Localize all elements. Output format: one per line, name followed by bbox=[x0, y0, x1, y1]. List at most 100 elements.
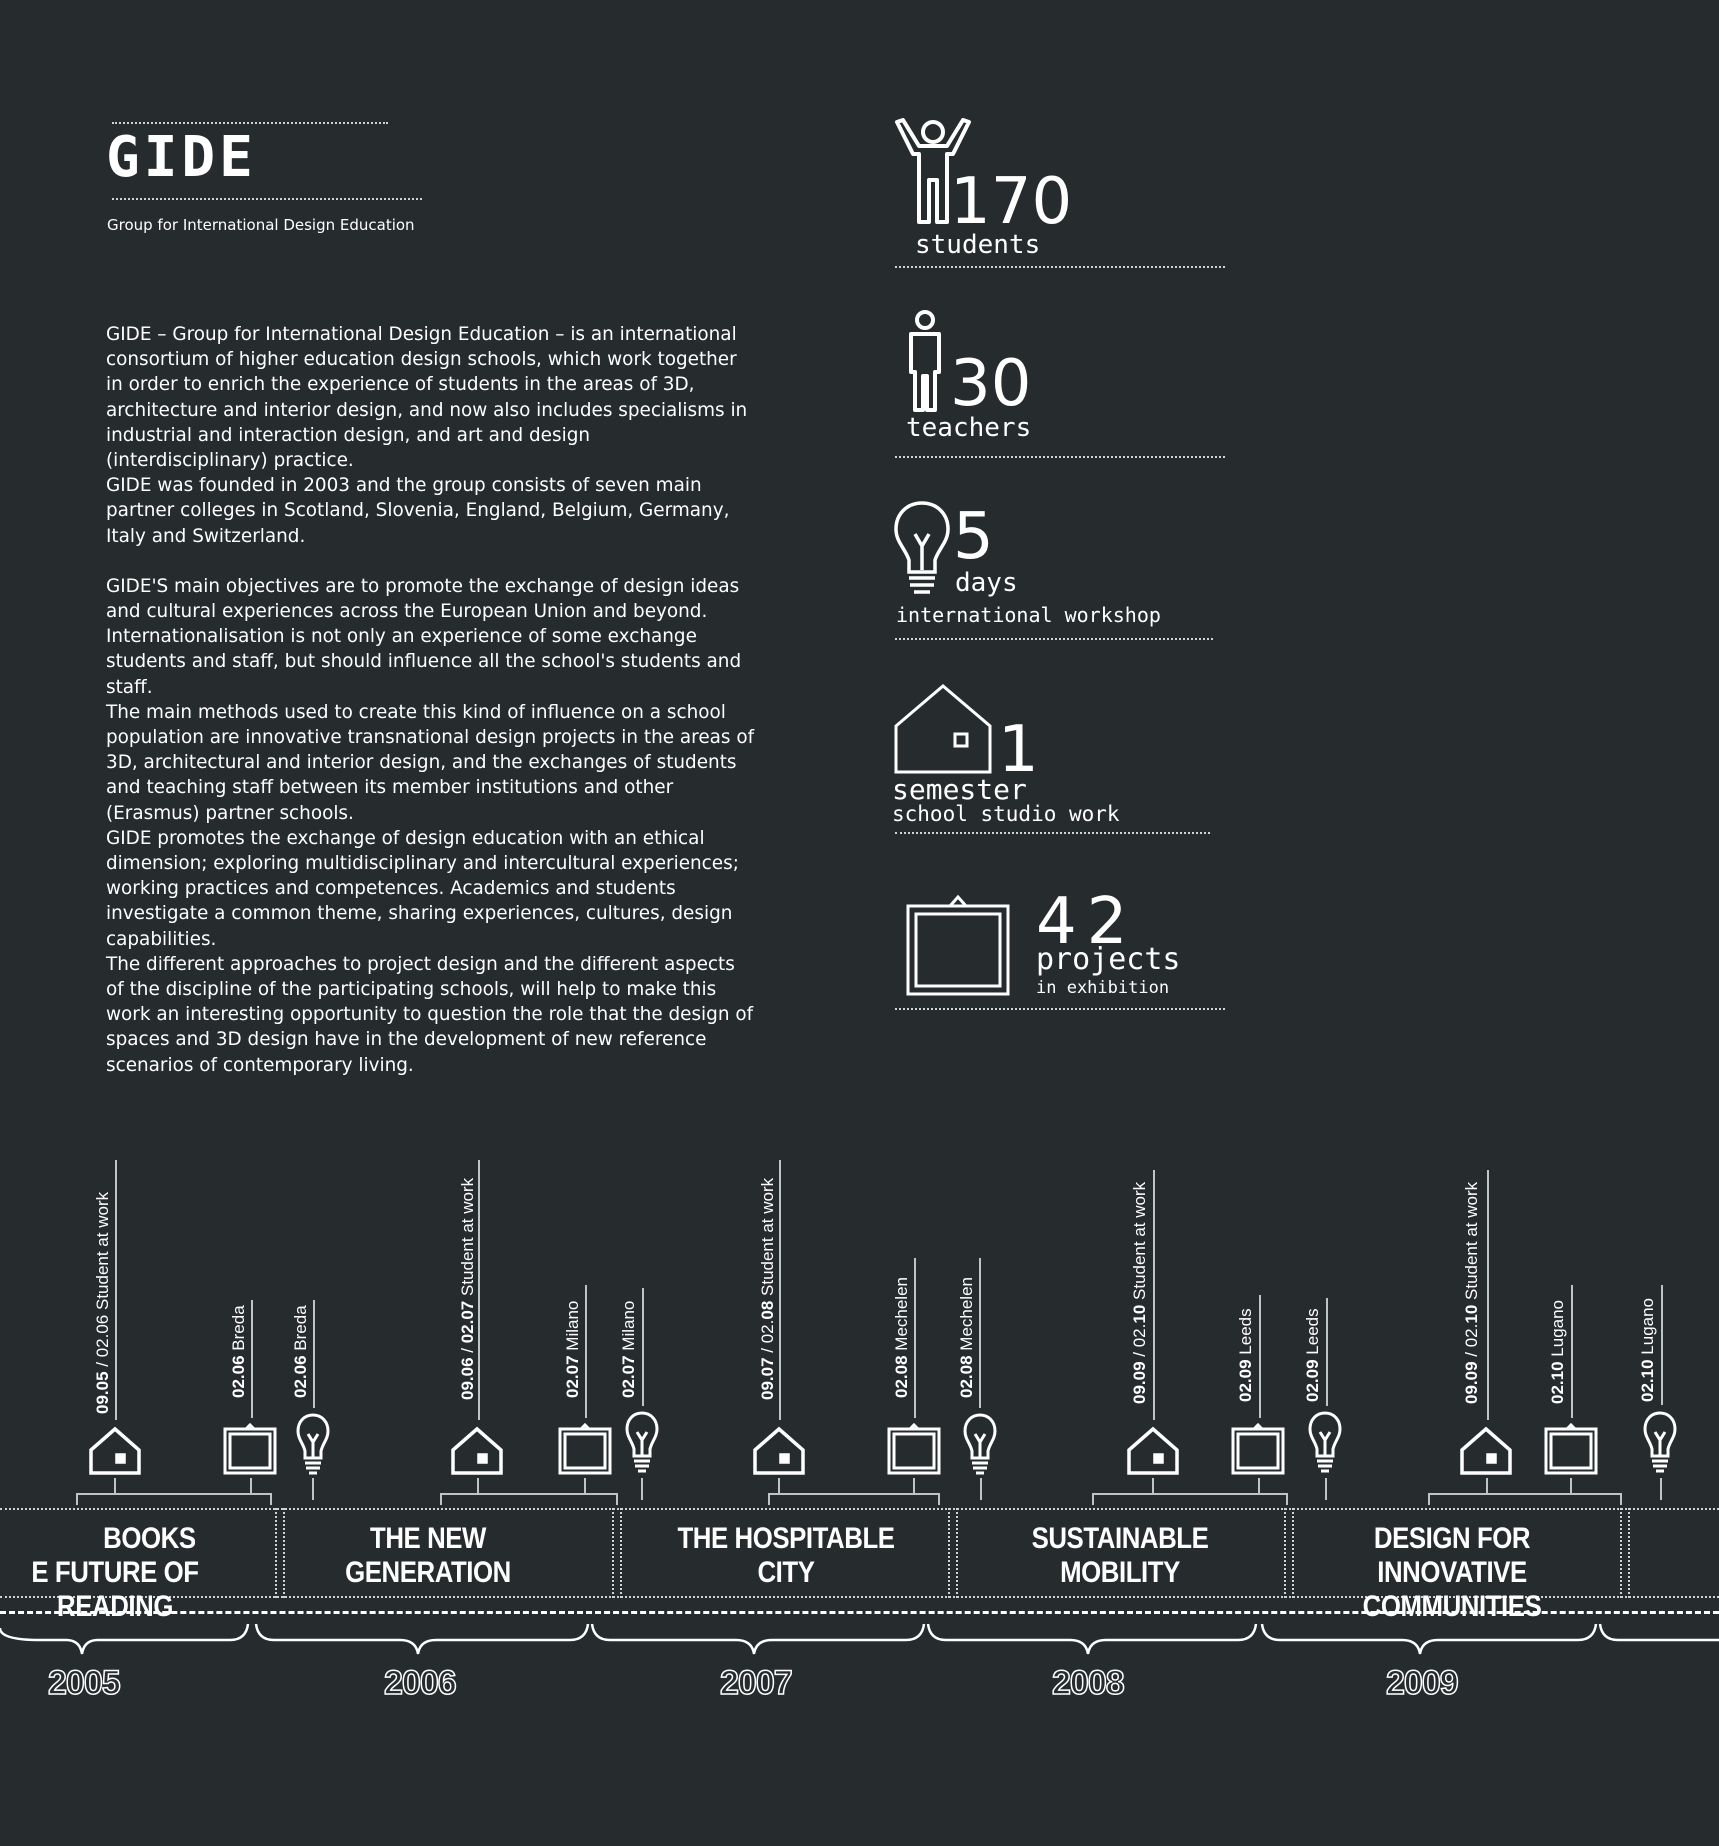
date-bold: 09.09 bbox=[1462, 1361, 1481, 1404]
label-line bbox=[1326, 1298, 1328, 1406]
students-count: 170 bbox=[950, 165, 1073, 239]
date-bold: 09.05 bbox=[93, 1371, 112, 1414]
teachers-count: 30 bbox=[950, 347, 1032, 421]
date-bold: 02.07 bbox=[563, 1355, 582, 1398]
city-name: Breda bbox=[291, 1305, 310, 1351]
theme-title-sustainable-mobility: SUSTAINABLE MOBILITY bbox=[982, 1522, 1257, 1590]
tick-line bbox=[980, 1478, 982, 1500]
theme-title-line: GENERATION bbox=[345, 1556, 511, 1589]
stat-divider bbox=[895, 638, 1213, 640]
tick-line bbox=[778, 1478, 780, 1494]
city-name: Mechelen bbox=[892, 1277, 911, 1351]
tick-line bbox=[477, 1478, 479, 1494]
year-label: 2007 bbox=[719, 1663, 793, 1703]
work-date-label: 09.09 / 02.10 Student at work bbox=[1462, 1182, 1482, 1404]
logo-top-rule bbox=[112, 122, 388, 124]
picture-frame-icon bbox=[1543, 1422, 1599, 1476]
work-date-label: 09.09 / 02.10 Student at work bbox=[1130, 1182, 1150, 1404]
date-bold: 02.10 bbox=[1548, 1361, 1567, 1404]
lightbulb-icon bbox=[962, 1412, 998, 1476]
theme-title-line: THE NEW bbox=[370, 1522, 486, 1555]
tick-line bbox=[1152, 1478, 1154, 1494]
tick-line bbox=[1660, 1478, 1662, 1500]
picture-frame-icon bbox=[905, 892, 1011, 996]
stat-divider bbox=[895, 832, 1210, 834]
teachers-label: teachers bbox=[906, 413, 1032, 443]
tick-line bbox=[114, 1478, 116, 1494]
label-line bbox=[313, 1300, 315, 1408]
city-name: Lugano bbox=[1638, 1297, 1657, 1355]
date-rest: / 02.06 Student at work bbox=[93, 1191, 112, 1372]
theme-title-books: BOOKS E FUTURE OF READING bbox=[0, 1522, 231, 1624]
logo-bottom-rule bbox=[112, 198, 422, 200]
connector-bracket bbox=[76, 1493, 272, 1505]
connector-bracket bbox=[1092, 1493, 1288, 1505]
house-icon bbox=[88, 1426, 142, 1476]
city-name: Leeds bbox=[1303, 1308, 1322, 1355]
theme-title-line: COMMUNITIES bbox=[1362, 1590, 1542, 1623]
city-name: Mechelen bbox=[957, 1277, 976, 1351]
timeline-top-rule bbox=[0, 1508, 1719, 1510]
intro-paragraph: GIDE – Group for International Design Ed… bbox=[106, 324, 748, 547]
theme-title-line: CITY bbox=[757, 1556, 815, 1589]
year-label: 2005 bbox=[47, 1663, 121, 1703]
house-icon bbox=[1126, 1426, 1180, 1476]
workshop-date-label: 02.09 Leeds bbox=[1303, 1308, 1323, 1402]
timeline-dashed-road bbox=[0, 1611, 1719, 1614]
tick-line bbox=[1258, 1478, 1260, 1494]
house-icon bbox=[450, 1426, 504, 1476]
city-name: Milano bbox=[619, 1300, 638, 1351]
label-line bbox=[478, 1160, 480, 1420]
city-name: Breda bbox=[229, 1305, 248, 1351]
picture-frame-icon bbox=[557, 1422, 613, 1476]
work-date-label: 09.06 / 02.07 Student at work bbox=[458, 1178, 478, 1400]
date-bold: 02.09 bbox=[1236, 1359, 1255, 1402]
theme-title-line: E FUTURE OF READING bbox=[31, 1556, 199, 1623]
label-line bbox=[779, 1160, 781, 1420]
lightbulb-icon bbox=[624, 1410, 660, 1474]
label-line bbox=[115, 1160, 117, 1420]
date-bold: 09.07 bbox=[758, 1357, 777, 1400]
tick-line bbox=[312, 1478, 314, 1500]
date-bold: 02.08 bbox=[957, 1355, 976, 1398]
workshop-date-label: 02.10 Lugano bbox=[1638, 1298, 1658, 1402]
date-rest: Student at work bbox=[758, 1177, 777, 1301]
semester-label: semester bbox=[892, 773, 1027, 806]
theme-separator bbox=[275, 1508, 285, 1598]
date-rest: Student at work bbox=[458, 1177, 477, 1301]
tick-line bbox=[641, 1478, 643, 1500]
semester-detail: school studio work bbox=[892, 802, 1120, 826]
exhibit-date-label: 02.08 Mechelen bbox=[892, 1277, 912, 1398]
theme-separator bbox=[948, 1508, 958, 1598]
stat-divider bbox=[895, 1008, 1225, 1010]
students-label: students bbox=[915, 230, 1041, 260]
date-bold: 02.08 bbox=[892, 1355, 911, 1398]
label-line bbox=[585, 1285, 587, 1418]
picture-frame-icon bbox=[222, 1422, 278, 1476]
date-bold: 10 bbox=[1462, 1304, 1481, 1324]
workshop-date-label: 02.06 Breda bbox=[291, 1305, 311, 1398]
theme-title-line: THE HOSPITABLE bbox=[677, 1522, 895, 1555]
person-standing-icon bbox=[905, 310, 945, 414]
date-bold: 02.07 bbox=[458, 1300, 477, 1344]
house-icon bbox=[1459, 1426, 1513, 1476]
date-rest: Student at work bbox=[1130, 1181, 1149, 1305]
days-detail: international workshop bbox=[896, 603, 1161, 627]
tick-line bbox=[913, 1478, 915, 1494]
city-name: Leeds bbox=[1236, 1308, 1255, 1355]
days-label: days bbox=[955, 568, 1018, 598]
picture-frame-icon bbox=[886, 1422, 942, 1476]
theme-title-hospitable-city: THE HOSPITABLE CITY bbox=[648, 1522, 923, 1590]
theme-title-new-generation: THE NEW GENERATION bbox=[309, 1522, 546, 1590]
theme-title-line: BOOKS bbox=[103, 1522, 196, 1555]
label-line bbox=[1153, 1170, 1155, 1420]
date-rest: / 02. bbox=[1130, 1323, 1149, 1362]
label-line bbox=[1571, 1285, 1573, 1418]
house-icon bbox=[893, 682, 993, 776]
exhibit-date-label: 02.07 Milano bbox=[563, 1301, 583, 1398]
days-count: 5 bbox=[953, 500, 994, 574]
theme-separator bbox=[1620, 1508, 1630, 1598]
label-line bbox=[251, 1300, 253, 1418]
timeline-bottom-rule bbox=[0, 1596, 1719, 1598]
year-braces bbox=[0, 1623, 1719, 1655]
